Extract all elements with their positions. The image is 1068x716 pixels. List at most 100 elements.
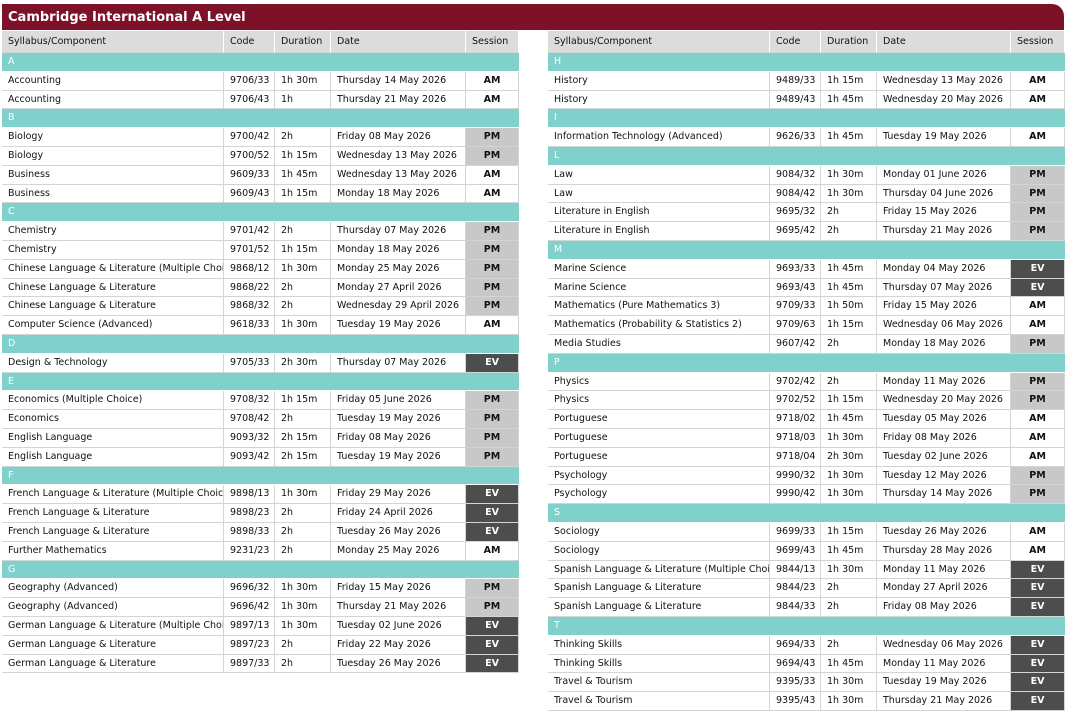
session: EV	[466, 654, 519, 674]
duration: 1h 30m	[275, 579, 331, 599]
syllabus: French Language & Literature	[2, 523, 224, 542]
syllabus: Economics	[2, 410, 224, 429]
session: AM	[466, 541, 519, 561]
syllabus: Marine Science	[548, 259, 770, 279]
date: Thursday 21 May 2026	[877, 222, 1011, 241]
code: 9709/63	[770, 316, 821, 335]
group-letter: I	[548, 109, 1065, 129]
date: Tuesday 26 May 2026	[331, 523, 466, 542]
session: PM	[466, 579, 519, 599]
duration: 1h 45m	[821, 541, 877, 561]
date: Friday 08 May 2026	[877, 429, 1011, 448]
duration: 1h 15m	[275, 147, 331, 166]
session: PM	[466, 147, 519, 166]
date: Tuesday 12 May 2026	[877, 466, 1011, 486]
date: Wednesday 13 May 2026	[331, 165, 466, 185]
duration: 1h 15m	[821, 71, 877, 91]
duration: 2h	[821, 598, 877, 617]
session: EV	[466, 485, 519, 505]
syllabus: Psychology	[548, 466, 770, 486]
duration: 2h	[275, 523, 331, 542]
code: 9231/23	[224, 541, 275, 561]
session: EV	[466, 617, 519, 636]
code: 9696/42	[224, 598, 275, 617]
code: 9844/13	[770, 560, 821, 580]
syllabus: Economics (Multiple Choice)	[2, 391, 224, 411]
session: AM	[1011, 128, 1065, 147]
syllabus: Marine Science	[548, 278, 770, 298]
code: 9897/23	[224, 635, 275, 655]
session: AM	[1011, 447, 1065, 467]
code: 9718/03	[770, 429, 821, 448]
column-header: Code	[224, 31, 275, 53]
column-header: Duration	[821, 31, 877, 53]
group-letter: D	[2, 335, 519, 354]
syllabus: Portuguese	[548, 410, 770, 429]
syllabus: History	[548, 71, 770, 91]
group-letter: P	[548, 353, 1065, 373]
session: PM	[466, 128, 519, 147]
duration: 1h 15m	[275, 184, 331, 204]
syllabus: Spanish Language & Literature	[548, 598, 770, 617]
code: 9706/43	[224, 90, 275, 110]
syllabus: Chemistry	[2, 222, 224, 241]
code: 9489/43	[770, 90, 821, 110]
date: Friday 08 May 2026	[331, 128, 466, 147]
date: Wednesday 06 May 2026	[877, 316, 1011, 335]
session: PM	[1011, 335, 1065, 354]
code: 9489/33	[770, 71, 821, 91]
code: 9709/33	[770, 297, 821, 317]
duration: 1h 50m	[821, 297, 877, 317]
code: 9718/04	[770, 447, 821, 467]
group-letter: E	[2, 372, 519, 392]
syllabus: Further Mathematics	[2, 541, 224, 561]
session: AM	[1011, 541, 1065, 561]
syllabus: Media Studies	[548, 335, 770, 354]
session: AM	[1011, 316, 1065, 335]
duration: 2h 15m	[275, 429, 331, 448]
session: PM	[1011, 203, 1065, 223]
duration: 1h 15m	[821, 391, 877, 411]
syllabus: Business	[2, 165, 224, 185]
code: 9868/32	[224, 297, 275, 317]
date: Thursday 21 May 2026	[877, 692, 1011, 711]
session: EV	[466, 635, 519, 655]
code: 9618/33	[224, 316, 275, 335]
duration: 1h 30m	[821, 560, 877, 580]
session: EV	[466, 353, 519, 373]
syllabus: Literature in English	[548, 203, 770, 223]
duration: 1h 30m	[821, 466, 877, 486]
session: PM	[466, 391, 519, 411]
syllabus: Biology	[2, 128, 224, 147]
code: 9701/42	[224, 222, 275, 241]
duration: 1h 45m	[821, 654, 877, 674]
syllabus: Travel & Tourism	[548, 692, 770, 711]
date: Friday 15 May 2026	[331, 579, 466, 599]
duration: 1h 30m	[821, 184, 877, 204]
session: PM	[1011, 372, 1065, 392]
date: Thursday 14 May 2026	[331, 71, 466, 91]
group-letter: C	[2, 203, 519, 223]
date: Thursday 14 May 2026	[877, 485, 1011, 505]
session: AM	[466, 165, 519, 185]
code: 9093/32	[224, 429, 275, 448]
date: Friday 15 May 2026	[877, 297, 1011, 317]
duration: 2h	[821, 372, 877, 392]
date: Friday 22 May 2026	[331, 635, 466, 655]
syllabus: French Language & Literature	[2, 504, 224, 523]
session: PM	[1011, 485, 1065, 505]
code: 9897/13	[224, 617, 275, 636]
date: Tuesday 02 June 2026	[331, 617, 466, 636]
column-header: Code	[770, 31, 821, 53]
duration: 1h 30m	[275, 598, 331, 617]
code: 9695/42	[770, 222, 821, 241]
session: PM	[466, 410, 519, 429]
duration: 2h	[821, 579, 877, 599]
code: 9699/33	[770, 523, 821, 542]
session: EV	[1011, 278, 1065, 298]
duration: 1h 15m	[821, 523, 877, 542]
syllabus: Law	[548, 165, 770, 185]
session: PM	[466, 297, 519, 317]
syllabus: French Language & Literature (Multiple C…	[2, 485, 224, 505]
date: Tuesday 05 May 2026	[877, 410, 1011, 429]
